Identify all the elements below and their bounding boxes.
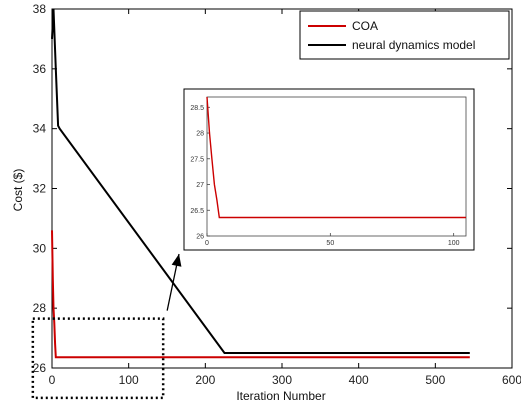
legend-label-coa: COA [352,19,378,33]
inset-y-tick-label: 27.5 [190,156,204,163]
inset-y-tick-label: 26.5 [190,208,204,215]
inset-y-tick-label: 28.5 [190,105,204,112]
y-tick-label: 28 [33,301,47,315]
inset-y-tick-label: 28 [196,131,204,138]
x-tick-label: 200 [195,373,215,387]
y-axis-ticks: 26 28 30 32 34 36 38 [33,2,512,375]
y-tick-label: 38 [33,2,47,16]
inset-x-tick-label: 0 [205,240,209,247]
y-tick-label: 26 [33,361,47,375]
legend-box [299,10,510,60]
zoom-region-box [31,317,165,400]
legend-label-neural-dynamics-model: neural dynamics model [352,38,475,52]
x-tick-label: 300 [272,373,292,387]
inset-y-tick-label: 26 [196,234,204,241]
x-tick-label: 0 [49,373,56,387]
x-axis-label: Iteration Number [236,389,325,403]
y-axis-label: Cost ($) [11,169,25,212]
x-axis-ticks: 0 100 200 300 400 500 600 [49,9,521,387]
y-tick-label: 36 [33,62,47,76]
y-tick-label: 32 [33,182,47,196]
x-tick-label: 100 [119,373,139,387]
inset-series-line-coa [206,96,466,219]
zoom-arrow-head [171,254,182,267]
x-tick-label: 400 [349,373,369,387]
series-line-coa [51,230,470,359]
inset-frame [206,96,467,237]
y-tick-label: 30 [33,241,47,255]
main-series [51,8,470,359]
inset-x-tick-label: 50 [326,240,334,247]
y-tick-label: 34 [33,122,47,136]
inset-y-tick-label: 27 [196,182,204,189]
x-tick-label: 500 [425,373,445,387]
legend: COA neural dynamics model [299,10,510,60]
inset-plot: 0 50 100 26 26.5 27 27.5 28 28.5 [183,88,475,251]
inset-x-tick-label: 100 [448,240,460,247]
zoom-indicator [31,253,182,400]
series-line-neural-dynamics-model [51,8,470,354]
x-tick-label: 600 [502,373,521,387]
